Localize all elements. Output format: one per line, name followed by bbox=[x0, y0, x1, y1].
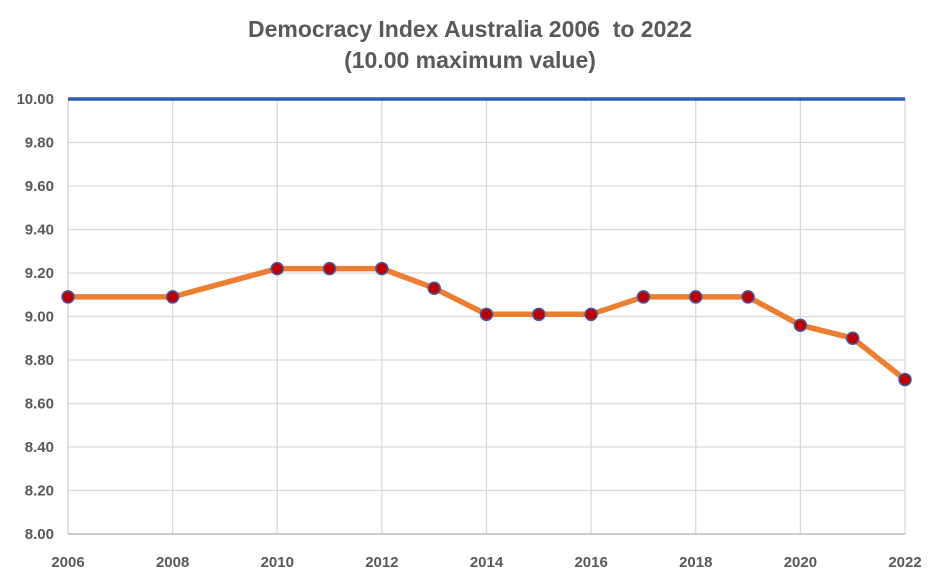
data-point bbox=[636, 290, 651, 304]
data-point bbox=[532, 307, 546, 322]
chart-subtitle: (10.00 maximum value) bbox=[344, 47, 596, 73]
y-tick-labels: 8.00 8.20 8.40 8.60 8.80 9.00 9.20 9.40 9.60 9.80… bbox=[16, 91, 54, 543]
data-point bbox=[689, 290, 703, 304]
chart-title: Democracy Index Australia 2006 to 2022 (… bbox=[0, 14, 940, 76]
x-tick-label: 2012 bbox=[365, 554, 398, 571]
data-point bbox=[793, 318, 808, 332]
x-tick-label: 2016 bbox=[574, 554, 607, 571]
y-tick-label: 9.80 bbox=[25, 135, 54, 152]
x-tick-label: 2022 bbox=[888, 554, 921, 571]
y-tick-label: 9.40 bbox=[25, 222, 54, 239]
data-point bbox=[61, 290, 75, 304]
y-tick-label: 8.60 bbox=[25, 396, 54, 413]
data-point bbox=[270, 261, 284, 276]
data-point bbox=[165, 290, 180, 304]
x-tick-label: 2008 bbox=[156, 554, 189, 571]
chart-title-line1: Democracy Index Australia 2006 to 2022 bbox=[247, 16, 693, 42]
series-group bbox=[61, 261, 912, 387]
data-point bbox=[322, 261, 337, 276]
y-tick-label: 9.60 bbox=[25, 178, 54, 195]
x-tick-label: 2010 bbox=[261, 554, 294, 571]
data-point bbox=[375, 261, 389, 276]
data-point bbox=[741, 290, 755, 304]
x-tick-label: 2014 bbox=[470, 554, 504, 571]
data-point bbox=[898, 372, 912, 387]
axis-lines bbox=[67, 99, 905, 535]
data-point bbox=[845, 331, 860, 345]
x-tick-label: 2006 bbox=[51, 554, 84, 571]
x-tick-label: 2020 bbox=[784, 554, 817, 571]
data-point bbox=[427, 281, 441, 295]
y-tick-label: 8.20 bbox=[25, 483, 54, 500]
y-tick-label: 9.20 bbox=[25, 265, 54, 282]
y-tick-label: 8.40 bbox=[25, 439, 54, 456]
data-point bbox=[479, 307, 494, 322]
x-tick-labels: 2006 2008 2010 2012 2014 2016 2018 2020 2022 bbox=[51, 554, 921, 571]
x-tick-label: 2018 bbox=[679, 554, 712, 571]
y-tick-label: 8.80 bbox=[25, 352, 54, 369]
y-tick-label: 9.00 bbox=[25, 309, 54, 326]
y-tick-label: 8.00 bbox=[25, 526, 54, 543]
y-tick-label: 10.00 bbox=[16, 91, 54, 108]
data-point bbox=[584, 307, 598, 322]
